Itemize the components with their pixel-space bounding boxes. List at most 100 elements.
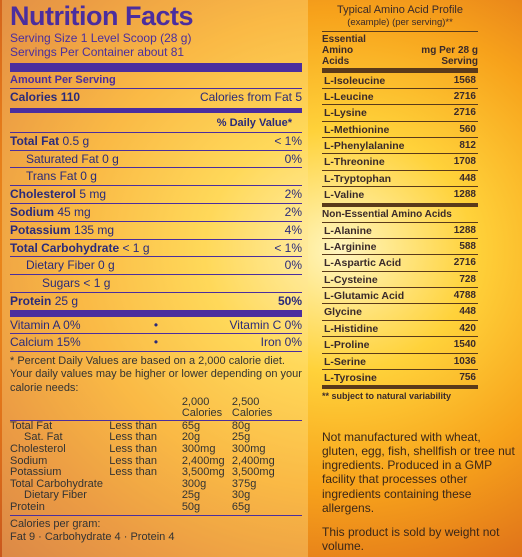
vitamin-a: Vitamin A 0% <box>10 317 81 332</box>
nutrient-label: Sugars <box>42 276 81 291</box>
nutrient-daily-value: 2% <box>284 204 302 219</box>
amino-mg: 756 <box>459 371 476 383</box>
bullet: • <box>153 317 159 332</box>
reference-cell: Sat. Fat <box>24 431 63 444</box>
amino-name: L-Methionine <box>324 123 390 136</box>
nutrient-row: Saturated Fat 0 g 0% <box>10 151 302 169</box>
bullet: • <box>153 335 159 350</box>
serving-size: Serving Size 1 Level Scoop (28 g) <box>10 31 192 46</box>
nutrient-name-amount: Total Fat 0.5 g <box>10 133 90 149</box>
amino-row: L-Cysteine 728 <box>322 272 478 289</box>
nutrient-row: Total Fat 0.5 g < 1% <box>10 133 302 151</box>
amino-mg: 448 <box>459 172 476 184</box>
reference-cell <box>109 490 162 502</box>
reference-cell: 50g <box>181 500 201 513</box>
reference-row: Total Carbohydrate 300g 375g <box>10 477 302 491</box>
nutrient-label: Cholesterol <box>10 187 77 202</box>
reference-cell <box>109 502 162 514</box>
reference-cell: Total Carbohydrate <box>10 477 103 490</box>
header-2000: 2,000 <box>181 395 210 408</box>
reference-cell: Potassium <box>10 466 62 479</box>
nutrient-amount: < 1 g <box>83 276 111 291</box>
header-calories-2: Calories <box>231 407 273 420</box>
reference-cell: Protein <box>10 500 45 513</box>
nutrient-daily-value: 2% <box>284 187 302 202</box>
nonessential-amino-rows: L-Alanine 1288 L-Arginine 588 L-Aspartic Aci… <box>322 223 478 387</box>
reference-cell: Less than <box>109 419 157 432</box>
nutrient-label: Trans Fat <box>26 169 77 184</box>
amino-name: L-Leucine <box>324 90 374 103</box>
nutrient-amount: 135 mg <box>74 222 115 237</box>
nutrient-daily-value: 0% <box>284 151 302 166</box>
nutrient-row: Dietary Fiber 0 g 0% <box>10 257 302 276</box>
amino-mg: 1708 <box>453 156 476 168</box>
nutrient-name-amount: Sugars < 1 g <box>42 276 111 291</box>
reference-row: Dietary Fiber 25g 30g <box>10 490 302 502</box>
nutrient-amount: 0 g <box>98 258 115 273</box>
amino-name: L-Phenylalanine <box>324 140 405 153</box>
reference-cell: Dietary Fiber <box>24 489 87 502</box>
amino-name: L-Histidine <box>324 322 379 335</box>
amino-mg: 1036 <box>453 355 476 367</box>
nutrition-title: Nutrition Facts <box>10 1 194 31</box>
amount-per-serving: Amount Per Serving <box>10 74 302 90</box>
amino-mg: 560 <box>459 123 476 135</box>
nutrient-name-amount: Cholesterol 5 mg <box>10 187 107 202</box>
amino-mg: 728 <box>459 273 476 285</box>
divider-thin <box>10 515 302 517</box>
nutrient-name-amount: Dietary Fiber 0 g <box>26 258 115 273</box>
reference-row: Potassium Less than 3,500mg 3,500mg <box>10 467 302 479</box>
header-calories-1: Calories <box>181 407 223 420</box>
reference-cell: 65g <box>181 419 201 432</box>
divider-medium <box>10 108 302 114</box>
amino-mg: 1288 <box>453 224 476 236</box>
amino-name: L-Lysine <box>324 107 367 120</box>
amino-row: L-Phenylalanine 812 <box>322 138 478 155</box>
reference-cell: 300g <box>181 477 207 490</box>
nutrient-daily-value: < 1% <box>274 240 302 255</box>
amino-name: L-Serine <box>324 355 367 368</box>
servings-per-container: Servings Per Container about 81 <box>10 44 185 59</box>
amino-title: Typical Amino Acid Profile <box>337 4 463 16</box>
reference-cell: Less than <box>109 443 157 456</box>
iron: Iron 0% <box>260 335 302 350</box>
nutrient-name-amount: Trans Fat 0 g <box>26 169 97 184</box>
amino-mg: 1540 <box>453 339 476 351</box>
nutrient-rows: Total Fat 0.5 g < 1% Saturated Fat 0 g 0% Tr… <box>10 133 302 310</box>
calories-row: Calories 110 Calories from Fat 5 <box>10 89 302 106</box>
vitamin-row: Vitamin A 0% • Vitamin C 0% <box>10 317 302 335</box>
nutrient-name-amount: Saturated Fat 0 g <box>26 152 119 167</box>
nutrient-amount: < 1 g <box>122 240 150 255</box>
amino-row: L-Proline 1540 <box>322 337 478 354</box>
divider-thick <box>10 62 302 72</box>
nutrient-row: Total Carbohydrate < 1 g < 1% <box>10 240 302 258</box>
amino-mg: 2716 <box>453 90 476 102</box>
amino-subtitle: (example) (per serving)** <box>347 17 453 29</box>
calories-label: Calories 110 <box>10 90 81 105</box>
amino-mg: 1288 <box>453 189 476 201</box>
amino-col-mg: mg Per 28 g Serving <box>421 44 478 67</box>
reference-row: Sodium Less than 2,400mg 2,400mg <box>10 454 302 468</box>
amino-row: L-Alanine 1288 <box>322 223 478 239</box>
amino-row: L-Glutamic Acid 4788 <box>322 288 478 305</box>
nutrient-amount: 0.5 g <box>62 133 90 148</box>
nutrient-name-amount: Potassium 135 mg <box>10 222 115 238</box>
divider-thick-2 <box>10 309 302 317</box>
amino-name: L-Tryptophan <box>324 172 392 185</box>
reference-cell: 2,400mg <box>181 454 225 467</box>
nutrient-name-amount: Protein 25 g <box>10 294 78 309</box>
nutrient-row: Sodium 45 mg 2% <box>10 204 302 222</box>
reference-cell: Cholesterol <box>10 443 66 456</box>
amino-row: L-Tyrosine 756 <box>322 370 478 387</box>
nutrient-row: Cholesterol 5 mg 2% <box>10 186 302 204</box>
nutrient-row: Trans Fat 0 g <box>10 168 302 187</box>
amino-mg: 4788 <box>453 290 476 302</box>
amino-name: L-Threonine <box>324 156 385 169</box>
nutrient-row: Potassium 135 mg 4% <box>10 222 302 240</box>
nutrient-amount: 5 mg <box>79 187 107 202</box>
reference-cell: 25g <box>181 489 201 502</box>
reference-cell: Less than <box>109 454 157 467</box>
amino-mg: 812 <box>459 140 476 152</box>
amino-name: Glycine <box>324 306 362 319</box>
amino-row: L-Isoleucine 1568 <box>322 73 478 89</box>
